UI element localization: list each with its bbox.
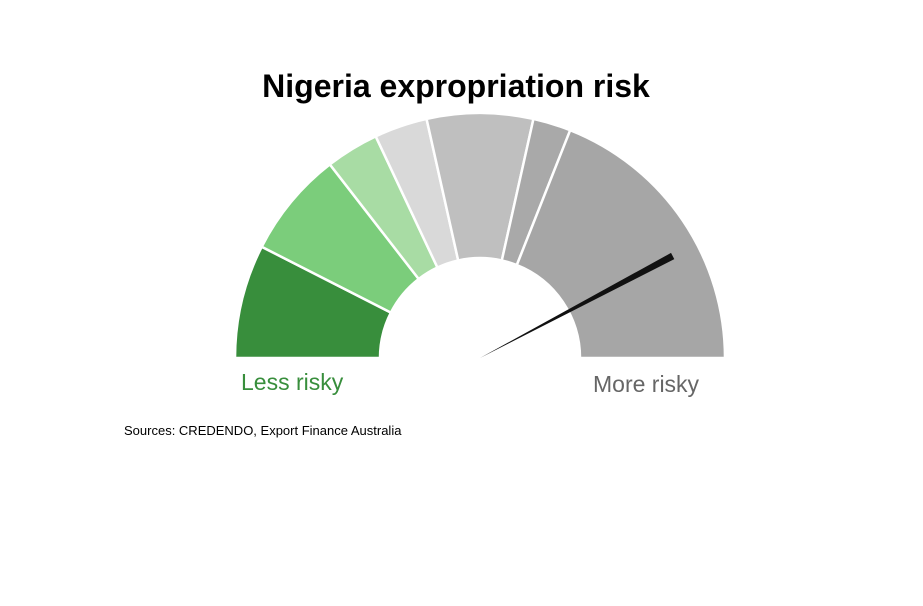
chart-title: Nigeria expropriation risk bbox=[262, 68, 650, 104]
gauge-needle-group bbox=[480, 252, 675, 358]
gauge-segments bbox=[233, 111, 727, 360]
less-risky-label: Less risky bbox=[241, 369, 344, 395]
more-risky-label: More risky bbox=[593, 371, 700, 397]
source-note: Sources: CREDENDO, Export Finance Austra… bbox=[124, 423, 402, 438]
gauge-needle bbox=[480, 252, 675, 358]
gauge-segment-7 bbox=[515, 128, 727, 360]
